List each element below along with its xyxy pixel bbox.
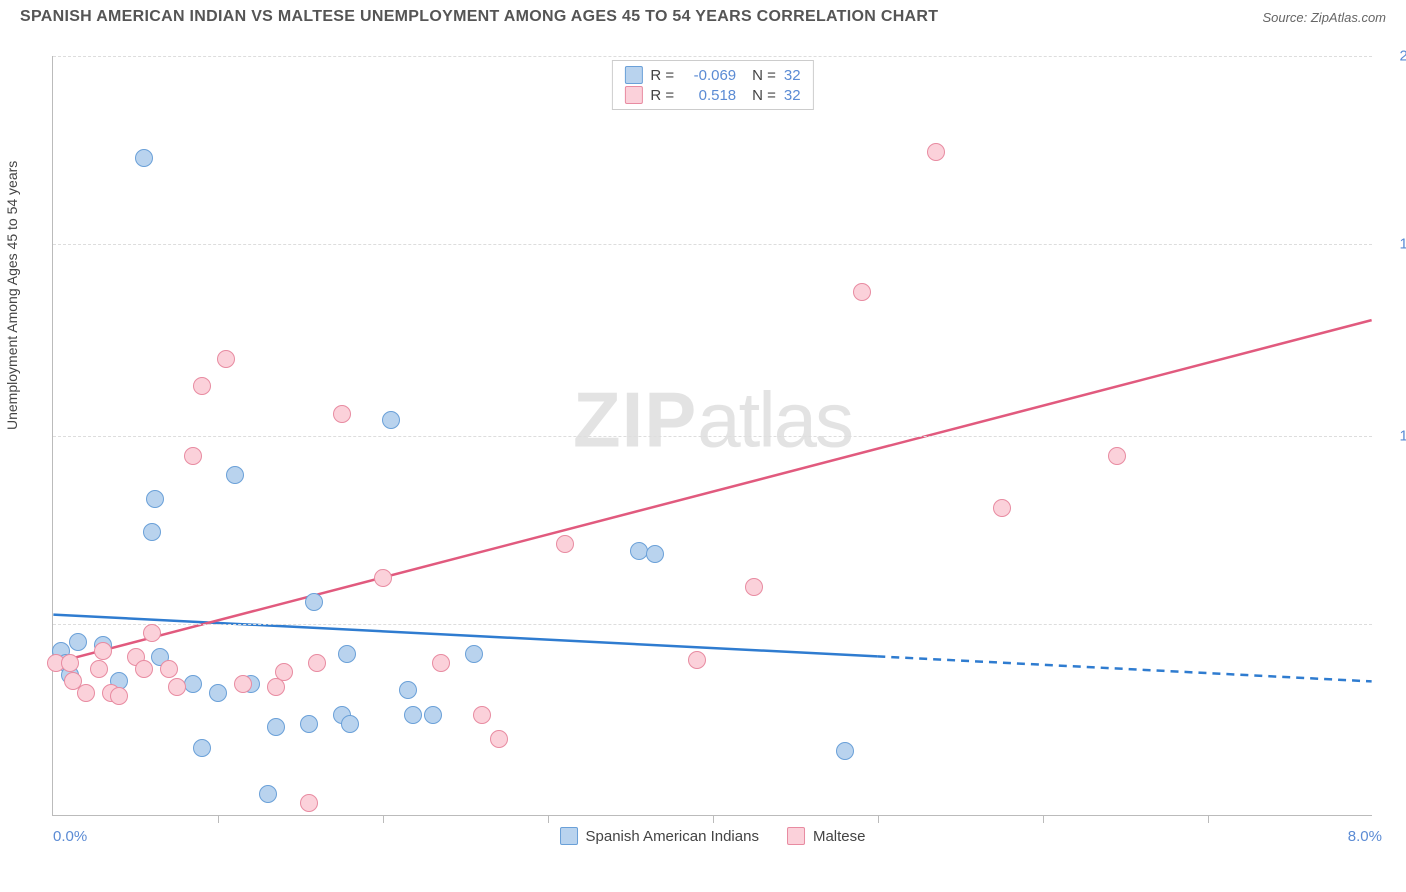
scatter-point-series-2 — [110, 687, 128, 705]
scatter-point-series-2 — [135, 660, 153, 678]
legend-r-label: R = — [650, 87, 674, 104]
scatter-point-series-1 — [646, 545, 664, 563]
series-2-name: Maltese — [813, 828, 866, 845]
series-legend-item-1: Spanish American Indians — [560, 827, 759, 845]
scatter-point-series-2 — [490, 730, 508, 748]
scatter-point-series-1 — [465, 645, 483, 663]
legend-swatch-series-2 — [624, 86, 642, 104]
scatter-point-series-2 — [300, 794, 318, 812]
x-tick — [878, 815, 879, 823]
scatter-point-series-2 — [1108, 447, 1126, 465]
scatter-point-series-2 — [308, 654, 326, 672]
chart-title: SPANISH AMERICAN INDIAN VS MALTESE UNEMP… — [20, 8, 938, 26]
scatter-point-series-2 — [143, 624, 161, 642]
x-tick — [383, 815, 384, 823]
y-tick-label: 6.3% — [1382, 616, 1406, 633]
scatter-point-series-2 — [184, 447, 202, 465]
scatter-point-series-2 — [374, 569, 392, 587]
scatter-point-series-1 — [184, 675, 202, 693]
x-axis-max-label: 8.0% — [1348, 828, 1382, 845]
scatter-point-series-2 — [745, 578, 763, 596]
scatter-point-series-1 — [267, 718, 285, 736]
scatter-point-series-1 — [135, 149, 153, 167]
correlation-legend: R = -0.069 N = 32 R = 0.518 N = 32 — [611, 60, 813, 110]
watermark: ZIPatlas — [573, 375, 852, 466]
legend-swatch-series-1 — [624, 66, 642, 84]
scatter-point-series-2 — [217, 350, 235, 368]
y-axis-label: Unemployment Among Ages 45 to 54 years — [4, 161, 20, 430]
trend-line-dashed — [877, 656, 1371, 681]
gridline — [53, 56, 1372, 57]
legend-swatch-series-1 — [560, 827, 578, 845]
scatter-point-series-1 — [836, 742, 854, 760]
scatter-point-series-2 — [333, 405, 351, 423]
x-tick — [218, 815, 219, 823]
legend-r-value-2: 0.518 — [682, 87, 736, 104]
scatter-point-series-2 — [193, 377, 211, 395]
scatter-point-series-1 — [193, 739, 211, 757]
scatter-point-series-2 — [688, 651, 706, 669]
y-tick-label: 12.5% — [1382, 428, 1406, 445]
watermark-atlas: atlas — [697, 376, 852, 464]
scatter-point-series-2 — [927, 143, 945, 161]
scatter-point-series-2 — [160, 660, 178, 678]
scatter-point-series-2 — [94, 642, 112, 660]
legend-swatch-series-2 — [787, 827, 805, 845]
scatter-point-series-2 — [234, 675, 252, 693]
plot-area: ZIPatlas R = -0.069 N = 32 R = 0.518 N =… — [52, 56, 1372, 816]
legend-n-label: N = — [752, 87, 776, 104]
scatter-point-series-1 — [341, 715, 359, 733]
scatter-point-series-1 — [146, 490, 164, 508]
legend-n-value-1: 32 — [784, 67, 801, 84]
scatter-point-series-1 — [259, 785, 277, 803]
scatter-point-series-2 — [77, 684, 95, 702]
legend-r-value-1: -0.069 — [682, 67, 736, 84]
watermark-zip: ZIP — [573, 376, 697, 464]
y-tick-label: 25.0% — [1382, 48, 1406, 65]
correlation-legend-row-2: R = 0.518 N = 32 — [612, 85, 812, 105]
scatter-point-series-1 — [630, 542, 648, 560]
y-tick-label: 18.8% — [1382, 236, 1406, 253]
source-label: Source: ZipAtlas.com — [1262, 10, 1386, 25]
scatter-point-series-1 — [69, 633, 87, 651]
scatter-point-series-2 — [90, 660, 108, 678]
x-tick — [1208, 815, 1209, 823]
trend-line — [53, 320, 1371, 663]
scatter-point-series-2 — [275, 663, 293, 681]
scatter-point-series-2 — [853, 283, 871, 301]
correlation-legend-row-1: R = -0.069 N = 32 — [612, 65, 812, 85]
x-tick — [1043, 815, 1044, 823]
scatter-point-series-2 — [432, 654, 450, 672]
x-tick — [713, 815, 714, 823]
gridline — [53, 624, 1372, 625]
scatter-point-series-1 — [305, 593, 323, 611]
series-1-name: Spanish American Indians — [586, 828, 759, 845]
scatter-point-series-2 — [993, 499, 1011, 517]
scatter-point-series-1 — [209, 684, 227, 702]
title-bar: SPANISH AMERICAN INDIAN VS MALTESE UNEMP… — [0, 0, 1406, 34]
legend-n-value-2: 32 — [784, 87, 801, 104]
chart-container: SPANISH AMERICAN INDIAN VS MALTESE UNEMP… — [0, 0, 1406, 892]
scatter-point-series-1 — [338, 645, 356, 663]
series-legend: Spanish American Indians Maltese — [560, 827, 866, 845]
legend-r-label: R = — [650, 67, 674, 84]
scatter-point-series-2 — [168, 678, 186, 696]
scatter-point-series-1 — [143, 523, 161, 541]
legend-n-label: N = — [752, 67, 776, 84]
scatter-point-series-2 — [61, 654, 79, 672]
x-axis-min-label: 0.0% — [53, 828, 87, 845]
series-legend-item-2: Maltese — [787, 827, 866, 845]
gridline — [53, 436, 1372, 437]
gridline — [53, 244, 1372, 245]
scatter-point-series-1 — [424, 706, 442, 724]
scatter-point-series-1 — [382, 411, 400, 429]
scatter-point-series-2 — [473, 706, 491, 724]
scatter-point-series-2 — [556, 535, 574, 553]
scatter-point-series-1 — [300, 715, 318, 733]
scatter-point-series-1 — [404, 706, 422, 724]
scatter-point-series-1 — [399, 681, 417, 699]
scatter-point-series-1 — [226, 466, 244, 484]
x-tick — [548, 815, 549, 823]
